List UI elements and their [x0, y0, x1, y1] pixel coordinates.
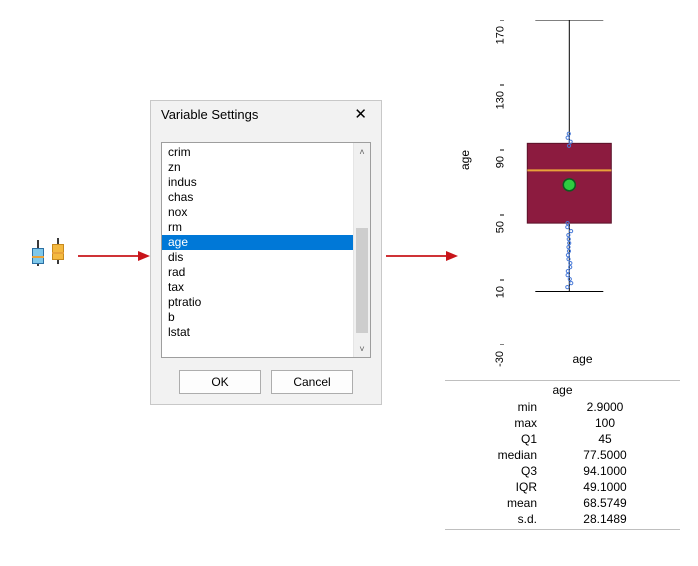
stat-label: Q1	[445, 431, 555, 447]
stat-label: mean	[445, 495, 555, 511]
stats-table: age min2.9000max100Q145median77.5000Q394…	[445, 380, 680, 530]
stat-value: 77.5000	[555, 447, 680, 463]
scroll-down-icon[interactable]: ˅	[354, 340, 370, 357]
stat-value: 100	[555, 415, 680, 431]
canvas: Variable Settings ✕ crimzninduschasnoxrm…	[0, 0, 698, 566]
dialog-title: Variable Settings	[161, 107, 258, 122]
boxplot-panel: age -30105090130170 age	[458, 20, 678, 390]
variable-settings-dialog: Variable Settings ✕ crimzninduschasnoxrm…	[150, 100, 382, 405]
stat-row: max100	[445, 415, 680, 431]
list-item[interactable]: rad	[162, 265, 353, 280]
list-item[interactable]: dis	[162, 250, 353, 265]
list-item[interactable]: crim	[162, 145, 353, 160]
arrow-icon	[78, 249, 150, 263]
stat-value: 49.1000	[555, 479, 680, 495]
arrow-icon	[386, 249, 458, 263]
stat-label: median	[445, 447, 555, 463]
list-item[interactable]: age	[162, 235, 353, 250]
ok-button[interactable]: OK	[179, 370, 261, 394]
stat-value: 68.5749	[555, 495, 680, 511]
list-item[interactable]: zn	[162, 160, 353, 175]
scrollbar-thumb[interactable]	[356, 228, 368, 332]
list-item[interactable]: b	[162, 310, 353, 325]
stat-row: Q394.1000	[445, 463, 680, 479]
stat-row: mean68.5749	[445, 495, 680, 511]
stats-header: age	[445, 383, 680, 399]
stat-value: 2.9000	[555, 399, 680, 415]
list-item[interactable]: lstat	[162, 325, 353, 340]
stat-row: IQR49.1000	[445, 479, 680, 495]
scroll-up-icon[interactable]: ˄	[354, 143, 370, 160]
cancel-button[interactable]: Cancel	[271, 370, 353, 394]
boxplot-widget-icon[interactable]	[28, 238, 72, 272]
stat-row: Q145	[445, 431, 680, 447]
stat-label: max	[445, 415, 555, 431]
list-item[interactable]: indus	[162, 175, 353, 190]
stat-row: min2.9000	[445, 399, 680, 415]
stat-value: 45	[555, 431, 680, 447]
stat-row: s.d.28.1489	[445, 511, 680, 527]
stat-value: 94.1000	[555, 463, 680, 479]
stat-label: Q3	[445, 463, 555, 479]
scrollbar[interactable]: ˄ ˅	[353, 143, 370, 357]
list-item[interactable]: nox	[162, 205, 353, 220]
list-item[interactable]: rm	[162, 220, 353, 235]
y-axis-ticks: -30105090130170	[470, 20, 500, 345]
list-item[interactable]: tax	[162, 280, 353, 295]
stat-row: median77.5000	[445, 447, 680, 463]
x-axis-label: age	[500, 352, 665, 366]
stat-label: s.d.	[445, 511, 555, 527]
list-item[interactable]: chas	[162, 190, 353, 205]
list-item[interactable]: ptratio	[162, 295, 353, 310]
stat-value: 28.1489	[555, 511, 680, 527]
stat-label: min	[445, 399, 555, 415]
stat-label: IQR	[445, 479, 555, 495]
boxplot-chart	[500, 20, 665, 345]
close-icon[interactable]: ✕	[350, 107, 371, 122]
variable-listbox[interactable]: crimzninduschasnoxrmagedisradtaxptratiob…	[161, 142, 371, 358]
